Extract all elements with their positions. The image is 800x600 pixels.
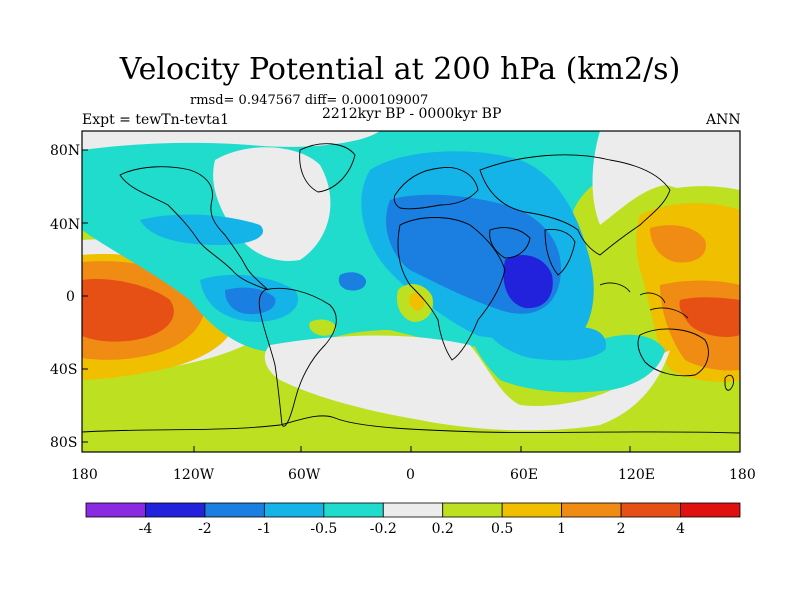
colorbar-level-label: -4 — [138, 521, 153, 537]
lon-label-120w: 120W — [173, 467, 215, 483]
coast-europe — [393, 167, 479, 210]
rmsd-diff-stats: rmsd= 0.947567 diff= 0.000109007 — [190, 93, 429, 108]
coast-africa — [397, 217, 506, 361]
contour-south-indian-neg1 — [480, 320, 606, 361]
colorbar-swatch — [145, 502, 206, 518]
coast-north-america — [119, 166, 269, 291]
colorbar-level-label: -0.5 — [310, 521, 338, 537]
colorbar-swatch — [442, 502, 503, 518]
lon-label-180e: 180 — [729, 467, 756, 483]
coast-greenland — [299, 143, 356, 193]
experiment-label: Expt = tewTn-tevta1 — [82, 112, 230, 128]
colorbar-swatch — [501, 502, 563, 518]
colorbar-swatch — [263, 502, 325, 518]
coast-maritime-continent — [599, 282, 689, 319]
colorbar-level-label: 0.2 — [431, 521, 454, 537]
lon-label-120e: 120E — [618, 467, 655, 483]
time-period-label: 2212kyr BP - 0000kyr BP — [322, 106, 502, 122]
contour-south-america-neg2 — [225, 287, 276, 315]
coast-india — [544, 229, 576, 276]
lat-label-80n: 80N — [50, 143, 81, 159]
colorbar-swatch — [85, 502, 146, 518]
coast-arabia — [489, 227, 531, 259]
tick-marks — [82, 149, 631, 452]
velocity-potential-field — [82, 131, 740, 452]
contour-mid-atlantic-neg2 — [338, 272, 367, 291]
colorbar-swatch — [680, 502, 741, 518]
contour-brazil-pos02 — [309, 319, 336, 336]
contour-equatorial-pacific-pos2 — [679, 297, 740, 337]
lat-label-equator: 0 — [66, 289, 75, 305]
contour-west-pacific-pos2 — [82, 279, 174, 342]
colorbar-swatch — [561, 502, 622, 518]
colorbar-level-label: -0.2 — [369, 521, 397, 537]
colorbar-swatch — [382, 502, 444, 518]
season-label: ANN — [706, 112, 741, 128]
colorbar-level-label: -1 — [257, 521, 272, 537]
lon-label-0: 0 — [406, 467, 415, 483]
colorbar-level-label: 4 — [676, 521, 685, 537]
colorbar-level-label: 1 — [557, 521, 567, 537]
coast-asia — [479, 154, 671, 256]
coast-australia — [637, 328, 709, 377]
lon-label-60w: 60W — [288, 467, 321, 483]
contour-east-pacific-pos1 — [650, 225, 706, 263]
colorbar-level-label: 2 — [616, 521, 626, 537]
colorbar-swatch — [323, 502, 384, 518]
colorbar-level-label: 0.5 — [491, 521, 514, 537]
lat-label-40s: 40S — [50, 362, 78, 378]
contour-arctic-neutral — [82, 131, 380, 150]
contour-asia-neutral — [592, 131, 740, 225]
coast-new-zealand — [724, 374, 734, 391]
coastlines — [82, 143, 740, 434]
contour-atlantic-pos05 — [409, 292, 425, 311]
colorbar-level-label: -2 — [198, 521, 212, 537]
coast-antarctica — [82, 415, 740, 434]
colorbar — [85, 502, 741, 518]
lon-label-180w: 180 — [71, 467, 98, 483]
colorbar-swatch — [204, 502, 265, 518]
lon-label-60e: 60E — [510, 467, 539, 483]
coast-south-america — [258, 287, 337, 427]
lat-label-80s: 80S — [50, 435, 78, 451]
lat-label-40n: 40N — [50, 217, 81, 233]
contour-southern-neutral — [264, 335, 670, 431]
contour-indian-ocean-neg4 — [503, 255, 553, 309]
colorbar-swatch — [620, 502, 681, 518]
map-title: Velocity Potential at 200 hPa (km2/s) — [119, 52, 681, 87]
contour-atlantic-neg1 — [140, 214, 264, 245]
